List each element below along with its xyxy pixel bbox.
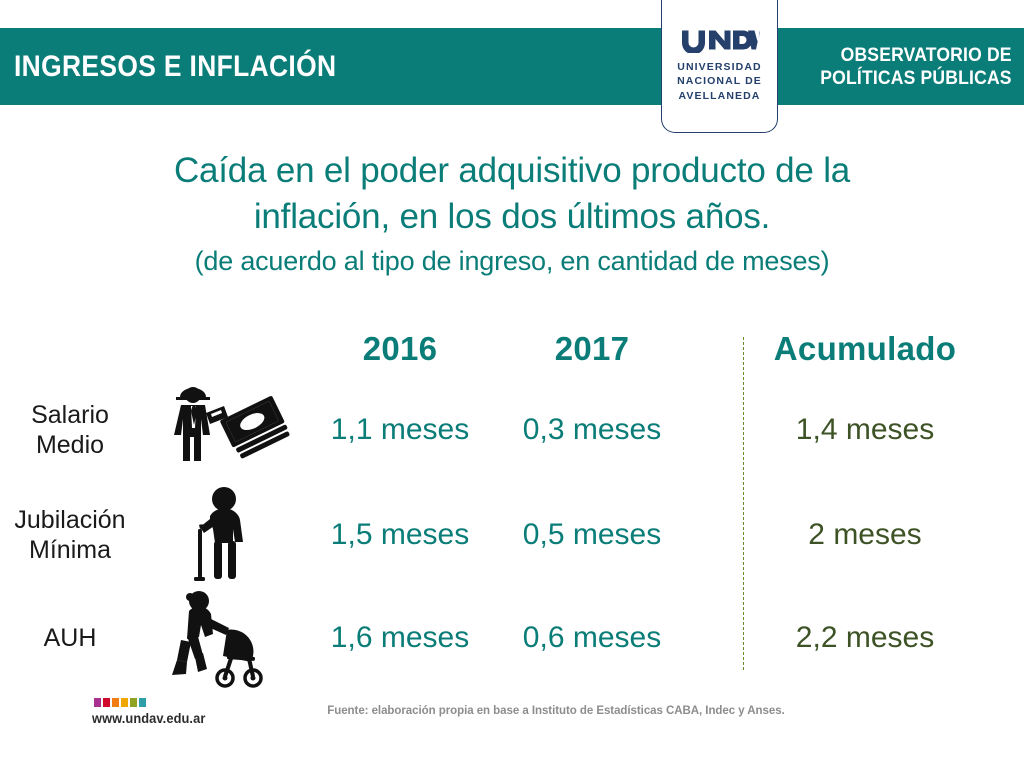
data-table: 2016 2017 Acumulado Salario Medio: [0, 322, 1024, 688]
swatch-amber: [121, 698, 128, 707]
color-swatches: [94, 698, 211, 707]
observatory-label: OBSERVATORIO DE POLÍTICAS PÚBLICAS: [799, 44, 1012, 90]
page-title: INGRESOS E INFLACIÓN: [14, 49, 337, 83]
row-label-line1: AUH: [43, 623, 97, 652]
swatch-red: [103, 698, 110, 707]
row-label-line1: Jubilación: [14, 505, 126, 534]
undav-line-universidad: UNIVERSIDAD: [677, 61, 762, 74]
value-2017: 0,3 meses: [522, 413, 662, 446]
value-2016: 1,6 meses: [330, 621, 470, 654]
row-label-line2: Medio: [35, 431, 105, 459]
title-line-2: inflación, en los dos últimos años.: [253, 197, 771, 237]
row-label-salario-medio: Salario Medio: [0, 400, 140, 461]
title-subtitle: (de acuerdo al tipo de ingreso, en canti…: [194, 246, 830, 277]
table-header-row: 2016 2017 Acumulado: [0, 322, 1024, 376]
swatch-magenta: [94, 698, 101, 707]
value-2016: 1,5 meses: [330, 518, 470, 551]
undav-logo: UNIVERSIDAD NACIONAL DE AVELLANEDA: [661, 0, 778, 133]
swatch-orange: [112, 698, 119, 707]
column-header-acumulado: Acumulado: [773, 330, 957, 367]
row-label-line2: Mínima: [29, 536, 111, 564]
undav-line-avellaneda: AVELLANEDA: [678, 89, 761, 102]
parent-with-stroller-icon: [172, 591, 263, 688]
row-label-jubilacion-minima: Jubilación Mínima: [0, 505, 140, 566]
row-label-line1: Salario: [31, 400, 109, 429]
elderly-person-with-cane-icon: [194, 487, 243, 581]
value-2016: 1,1 meses: [330, 413, 470, 446]
observatory-label-line1: OBSERVATORIO DE: [840, 43, 1012, 66]
worker-with-money-icon: [174, 387, 290, 461]
observatory-label-line2: POLÍTICAS PÚBLICAS: [820, 66, 1012, 89]
row-icon-cell: [140, 383, 300, 477]
table-row: AUH: [0, 586, 1024, 690]
title-block: Caída en el poder adquisitivo producto d…: [0, 148, 1024, 279]
column-header-2017: 2017: [554, 330, 630, 367]
row-icon-cell: [140, 485, 300, 585]
row-icon-cell: [140, 588, 300, 688]
row-label-auh: AUH: [0, 623, 140, 654]
source-note: Fuente: elaboración propia en base a Ins…: [327, 705, 785, 717]
swatch-teal: [139, 698, 146, 707]
undav-wordmark-icon: [681, 30, 760, 54]
column-header-2016: 2016: [362, 330, 438, 367]
swatch-olive: [130, 698, 137, 707]
table-row: Jubilación Mínima: [0, 484, 1024, 586]
value-acumulado: 2 meses: [808, 518, 922, 551]
website-url[interactable]: www.undav.edu.ar: [92, 711, 206, 726]
value-acumulado: 1,4 meses: [795, 413, 935, 446]
undav-line-nacional: NACIONAL DE: [677, 75, 762, 88]
value-2017: 0,6 meses: [522, 621, 662, 654]
undav-web-brand: www.undav.edu.ar: [92, 698, 211, 726]
value-acumulado: 2,2 meses: [795, 621, 935, 654]
title-line-1: Caída en el poder adquisitivo producto d…: [173, 151, 851, 190]
footer: www.undav.edu.ar Fuente: elaboración pro…: [0, 690, 1024, 768]
table-row: Salario Medio: [0, 376, 1024, 484]
header-banner: INGRESOS E INFLACIÓN OBSERVATORIO DE POL…: [0, 28, 1024, 105]
value-2017: 0,5 meses: [522, 518, 662, 551]
undav-logo-text: UNIVERSIDAD NACIONAL DE AVELLANEDA: [677, 60, 762, 102]
accumulated-column-divider: [743, 337, 744, 670]
